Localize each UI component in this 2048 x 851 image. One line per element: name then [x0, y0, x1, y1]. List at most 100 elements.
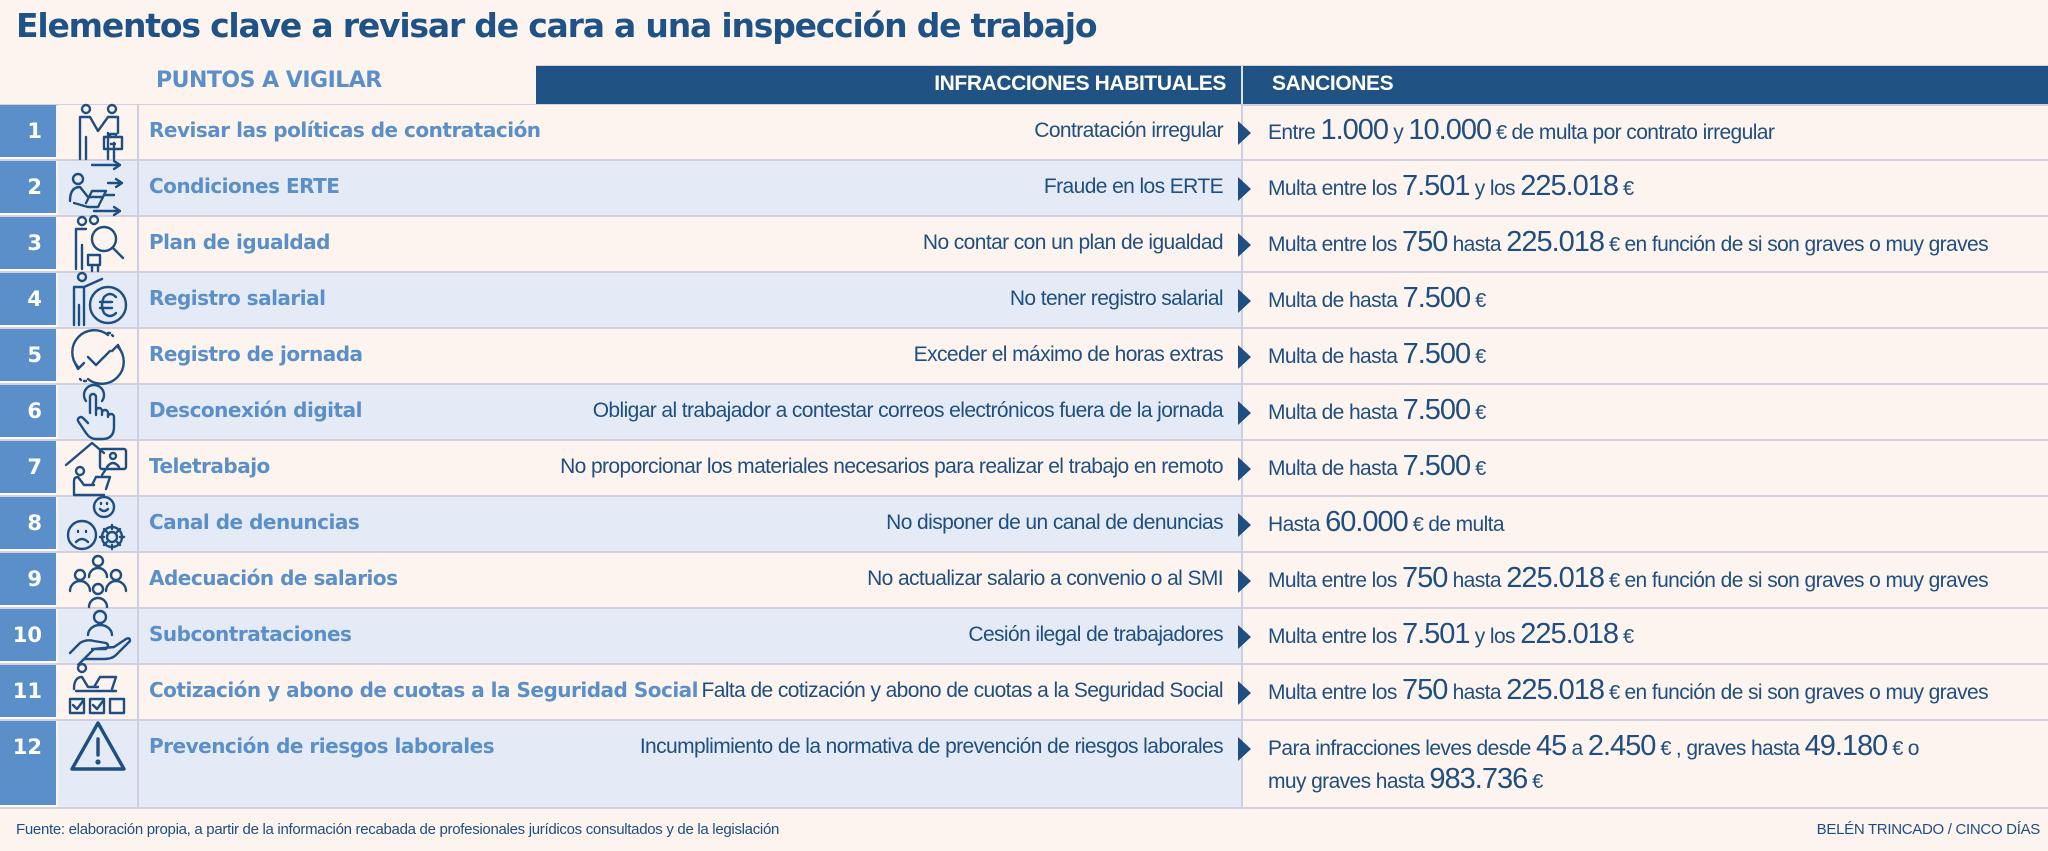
sancion-amount: 7.500 — [1402, 282, 1472, 314]
sancion: Multa entre los 750 hasta 225.018 € en f… — [1268, 562, 1989, 596]
infraccion-habitual: Incumplimiento de la normativa de preven… — [639, 735, 1224, 758]
sancion-amount: 2.450 — [1587, 730, 1657, 762]
sancion-text: Multa entre los — [1268, 569, 1402, 592]
icon-column-divider — [137, 609, 139, 663]
source-note: Fuente: elaboración propia, a partir de … — [16, 821, 780, 838]
sancion-amount: 7.500 — [1402, 394, 1472, 426]
people-magnifier-icon — [64, 214, 132, 275]
arrow-right-icon — [1238, 625, 1251, 649]
sancion-text: Multa de hasta — [1268, 289, 1403, 312]
sancion: Multa de hasta 7.500 € — [1268, 451, 1486, 484]
euro-symbol: € — [1470, 458, 1486, 480]
table-row-5: 5 Registro de jornada Exceder el máximo … — [0, 327, 2048, 387]
row-number: 2 — [0, 161, 56, 215]
icon-column-divider — [137, 161, 139, 215]
sancion-amount: 225.018 — [1506, 562, 1605, 594]
punto-a-vigilar: Adecuación de salarios — [149, 566, 398, 590]
cycle-check-icon — [64, 327, 132, 387]
infraccion-habitual: No proporcionar los materiales necesario… — [560, 455, 1224, 478]
table-row-2: 2 Condiciones ERTE Fraude en los ERTE Mu… — [0, 159, 2048, 217]
euro-symbol: € — [1618, 178, 1634, 200]
icon-column-divider — [137, 217, 139, 271]
sancion-text: de multa — [1428, 513, 1504, 536]
infraccion-habitual: No disponer de un canal de denuncias — [886, 511, 1223, 534]
sancion-text: Multa de hasta — [1268, 401, 1403, 424]
page-title: Elementos clave a revisar de cara a una … — [16, 6, 1098, 45]
sancion-amount: 7.500 — [1402, 338, 1472, 370]
sancion-amount: 750 — [1401, 562, 1448, 594]
arrow-right-icon — [1238, 569, 1251, 593]
row-background — [58, 609, 1242, 663]
hand-person-icon — [64, 607, 132, 667]
row-number: 9 — [0, 553, 56, 607]
sancion-amount: 225.018 — [1506, 226, 1605, 258]
row-number: 12 — [0, 721, 56, 807]
table-row-7: 7 Teletrabajo No proporcionar los materi… — [0, 441, 2048, 497]
euro-symbol: € — [1604, 234, 1625, 256]
sancion-text: en función de si son graves o muy graves — [1624, 233, 1989, 256]
person-euro-icon — [64, 271, 132, 331]
euro-symbol: € — [1470, 290, 1486, 312]
sancion-text: Para infracciones leves desde — [1268, 737, 1536, 760]
infraccion-habitual: Falta de cotización y abono de cuotas a … — [701, 679, 1224, 702]
sancion-text: y los — [1469, 177, 1521, 200]
icon-column-divider — [137, 665, 139, 719]
row-background — [58, 721, 1242, 807]
table-row-4: 4 Registro salarial No tener registro sa… — [0, 271, 2048, 331]
row-background — [58, 553, 1242, 607]
table-row-12: 12 Prevención de riesgos laborales Incum… — [0, 721, 2048, 809]
icon-column-divider — [137, 385, 139, 439]
sancion-text: muy graves hasta — [1268, 770, 1430, 793]
icon-column-divider — [137, 105, 139, 159]
punto-a-vigilar: Condiciones ERTE — [149, 174, 340, 198]
sancion-amount: 49.180 — [1804, 730, 1889, 762]
icon-column-divider — [137, 721, 139, 807]
arrow-right-icon — [1238, 177, 1251, 201]
row-number: 5 — [0, 329, 56, 383]
row-number: 6 — [0, 385, 56, 439]
row-number: 3 — [0, 217, 56, 271]
row-background — [58, 217, 1242, 271]
sancion-text: en función de si son graves o muy graves — [1624, 681, 1989, 704]
arrow-right-icon — [1238, 401, 1251, 425]
header-divider — [1241, 66, 1243, 104]
infraccion-habitual: Cesión ilegal de trabajadores — [968, 623, 1223, 646]
sancion-text: en función de si son graves o muy graves — [1624, 569, 1989, 592]
sancion-text: y — [1388, 121, 1409, 144]
sancion: Multa entre los 7.501 y los 225.018 € — [1268, 171, 1634, 204]
row-background — [58, 273, 1242, 327]
arrow-right-icon — [1238, 457, 1251, 481]
sancion-amount: 983.736 — [1429, 763, 1528, 795]
punto-a-vigilar: Registro salarial — [149, 286, 326, 310]
sanciones-column-divider — [1241, 721, 1243, 807]
euro-symbol: € — [1887, 738, 1908, 760]
sancion-text: a — [1566, 737, 1588, 760]
euro-symbol: € — [1604, 570, 1625, 592]
home-office-icon — [64, 439, 132, 499]
author-credit: BELÉN TRINCADO / CINCO DÍAS — [1816, 821, 2041, 838]
row-background — [58, 329, 1242, 383]
icon-column-divider — [137, 553, 139, 607]
sancion-amount: 225.018 — [1520, 618, 1619, 650]
sancion-amount: 750 — [1401, 674, 1448, 706]
arrow-right-icon — [1238, 345, 1251, 369]
sancion-text: Entre — [1268, 121, 1321, 144]
row-background — [58, 497, 1242, 551]
group-people-icon — [64, 551, 132, 611]
header-bar — [536, 65, 2048, 105]
row-number: 1 — [0, 105, 56, 159]
infraccion-habitual: Fraude en los ERTE — [1043, 175, 1224, 198]
warning-icon — [64, 719, 132, 779]
sancion: Multa entre los 7.501 y los 225.018 € — [1268, 619, 1634, 652]
infraccion-habitual: Exceder el máximo de horas extras — [913, 343, 1224, 366]
euro-symbol: € — [1655, 738, 1676, 760]
hand-pointer-icon — [64, 383, 132, 443]
arrow-right-icon — [1238, 681, 1251, 705]
column-header-sanciones: SANCIONES — [1272, 72, 1394, 95]
punto-a-vigilar: Plan de igualdad — [149, 230, 330, 254]
handshake-icon — [64, 103, 132, 163]
euro-symbol: € — [1470, 346, 1486, 368]
euro-symbol: € — [1407, 514, 1429, 536]
punto-a-vigilar: Cotización y abono de cuotas a la Seguri… — [149, 678, 699, 702]
sancion-text: de multa por contrato irregular — [1511, 121, 1775, 144]
